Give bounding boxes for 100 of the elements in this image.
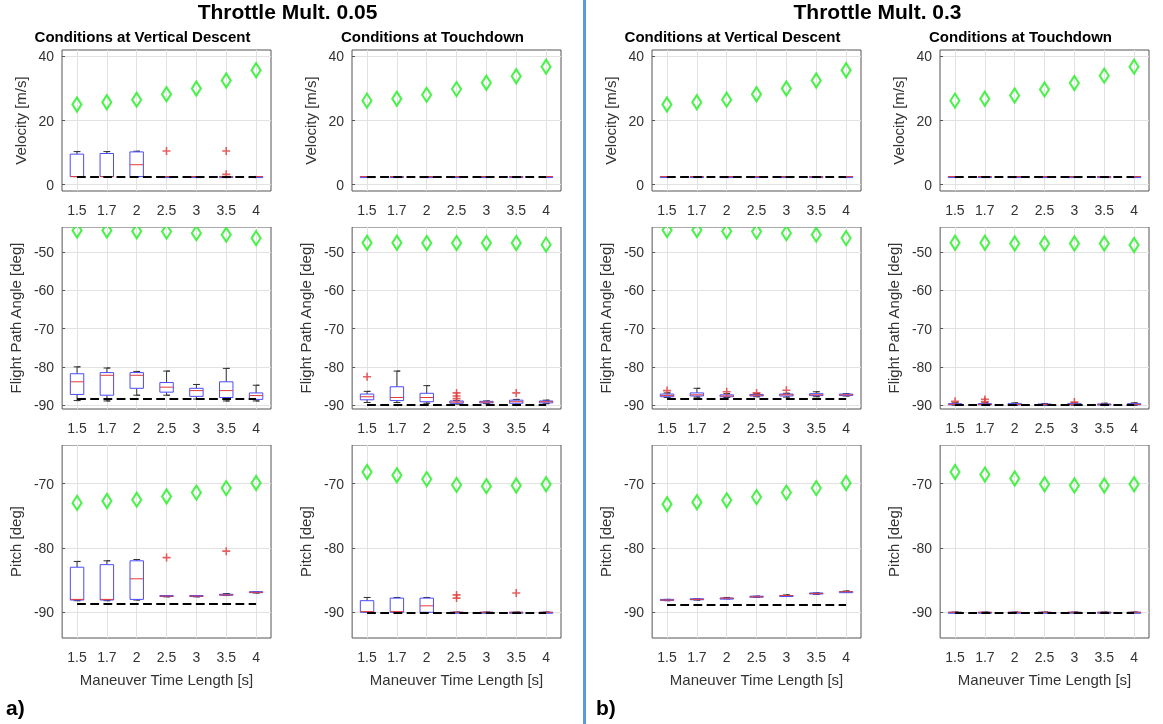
x-axis-title: Maneuver Time Length [s] — [79, 671, 254, 688]
text: b) — [596, 696, 616, 720]
x-tick-label: 1.5 — [945, 202, 965, 218]
x-tick-label: 4 — [542, 202, 551, 218]
x-tick-label: 4 — [1130, 420, 1139, 436]
x-tick-label: 2.5 — [156, 420, 177, 436]
x-tick-label: 3.5 — [506, 202, 527, 218]
x-tick-label: 1.7 — [975, 202, 995, 218]
x-tick-label: 3 — [782, 420, 791, 436]
y-tick-label: 20 — [38, 112, 55, 129]
y-tick-label: 40 — [328, 48, 345, 65]
y-tick-label: 20 — [916, 112, 933, 129]
x-axis-title: Maneuver Time Length [s] — [369, 671, 544, 688]
y-tick-label: -60 — [911, 282, 933, 299]
y-tick-label: -90 — [323, 397, 345, 414]
x-tick-label: 4 — [542, 420, 551, 436]
x-tick-label: 2.5 — [746, 420, 767, 436]
x-tick-label: 3.5 — [1094, 202, 1115, 218]
y-tick-label: -80 — [911, 358, 933, 375]
x-tick-label: 3 — [192, 420, 201, 436]
y-tick-label: -70 — [33, 320, 55, 337]
x-tick-label: 2 — [722, 202, 731, 218]
y-tick-label: -80 — [33, 358, 55, 375]
y-tick-label: -60 — [323, 282, 345, 299]
y-tick-label: 40 — [628, 48, 645, 65]
x-tick-label: 2.5 — [156, 202, 177, 218]
x-tick-label: 1.7 — [687, 202, 707, 218]
x-tick-label: 2 — [1010, 420, 1019, 436]
y-tick-label: -80 — [33, 539, 55, 556]
x-tick-label: 2.5 — [446, 649, 467, 665]
x-tick-label: 3.5 — [216, 420, 237, 436]
x-tick-label: 1.7 — [387, 420, 407, 436]
x-tick-label: 1.7 — [97, 420, 117, 436]
y-tick-label: -50 — [33, 243, 55, 260]
y-axis-title: Pitch [deg] — [597, 506, 614, 577]
x-tick-label: 4 — [1130, 202, 1139, 218]
y-tick-label: -70 — [323, 320, 345, 337]
x-tick-label: 4 — [542, 649, 551, 665]
x-tick-label: 2 — [132, 420, 141, 436]
y-tick-label: -90 — [623, 397, 645, 414]
x-tick-label: 4 — [1130, 649, 1139, 665]
y-tick-label: -70 — [623, 320, 645, 337]
x-tick-label: 2.5 — [746, 649, 767, 665]
x-tick-label: 2 — [132, 202, 141, 218]
x-tick-label: 2.5 — [446, 420, 467, 436]
x-tick-label: 1.5 — [945, 649, 965, 665]
x-tick-label: 2 — [722, 420, 731, 436]
x-tick-label: 1.5 — [357, 420, 377, 436]
x-tick-label: 1.7 — [975, 649, 995, 665]
y-tick-label: 40 — [916, 48, 933, 65]
y-tick-label: -70 — [623, 475, 645, 492]
chart-title: Conditions at Vertical Descent — [624, 28, 841, 45]
y-tick-label: 40 — [38, 48, 55, 65]
x-tick-label: 3 — [1070, 420, 1079, 436]
y-tick-label: -50 — [323, 243, 345, 260]
y-axis-title: Velocity [m/s] — [889, 76, 907, 165]
x-tick-label: 3.5 — [1094, 420, 1115, 436]
x-tick-label: 2.5 — [156, 649, 177, 665]
x-tick-label: 3 — [782, 202, 791, 218]
x-tick-label: 2 — [1010, 649, 1019, 665]
x-tick-label: 3.5 — [506, 420, 527, 436]
x-tick-label: 2.5 — [1034, 202, 1055, 218]
x-tick-label: 4 — [842, 202, 851, 218]
x-tick-label: 1.5 — [67, 649, 87, 665]
y-tick-label: -90 — [33, 604, 55, 621]
text: Throttle Mult. 0.3 — [792, 0, 963, 24]
y-tick-label: -90 — [911, 397, 933, 414]
x-tick-label: 1.5 — [67, 420, 87, 436]
y-axis-title: Flight Path Angle [deg] — [885, 242, 902, 394]
x-tick-label: 4 — [252, 420, 261, 436]
x-tick-label: 3.5 — [1094, 649, 1115, 665]
y-tick-label: -70 — [323, 475, 345, 492]
x-tick-label: 1.5 — [657, 420, 677, 436]
chart-title: Conditions at Vertical Descent — [34, 28, 251, 45]
text: a) — [6, 696, 25, 720]
x-tick-label: 2 — [1010, 202, 1019, 218]
x-tick-label: 3 — [1070, 202, 1079, 218]
x-tick-label: 1.7 — [97, 649, 117, 665]
x-tick-label: 1.7 — [687, 420, 707, 436]
x-tick-label: 1.5 — [357, 202, 377, 218]
chart-title: Conditions at Touchdown — [340, 28, 525, 45]
x-tick-label: 1.7 — [975, 420, 995, 436]
y-tick-label: -70 — [911, 475, 933, 492]
y-axis-title: Pitch [deg] — [885, 506, 902, 577]
x-tick-label: 3.5 — [806, 649, 827, 665]
y-tick-label: -50 — [911, 243, 933, 260]
y-axis-title: Velocity [m/s] — [301, 76, 319, 165]
y-tick-label: -60 — [33, 282, 55, 299]
y-tick-label: -80 — [623, 539, 645, 556]
x-tick-label: 1.7 — [387, 649, 407, 665]
x-tick-label: 3 — [482, 202, 491, 218]
x-tick-label: 3.5 — [806, 202, 827, 218]
y-axis-title: Flight Path Angle [deg] — [7, 242, 24, 394]
x-tick-label: 1.7 — [687, 649, 707, 665]
y-axis-title: Pitch [deg] — [7, 506, 24, 577]
x-tick-label: 3.5 — [506, 649, 527, 665]
x-tick-label: 1.5 — [67, 202, 87, 218]
y-tick-label: -60 — [623, 282, 645, 299]
x-tick-label: 1.7 — [387, 202, 407, 218]
x-tick-label: 1.5 — [657, 202, 677, 218]
